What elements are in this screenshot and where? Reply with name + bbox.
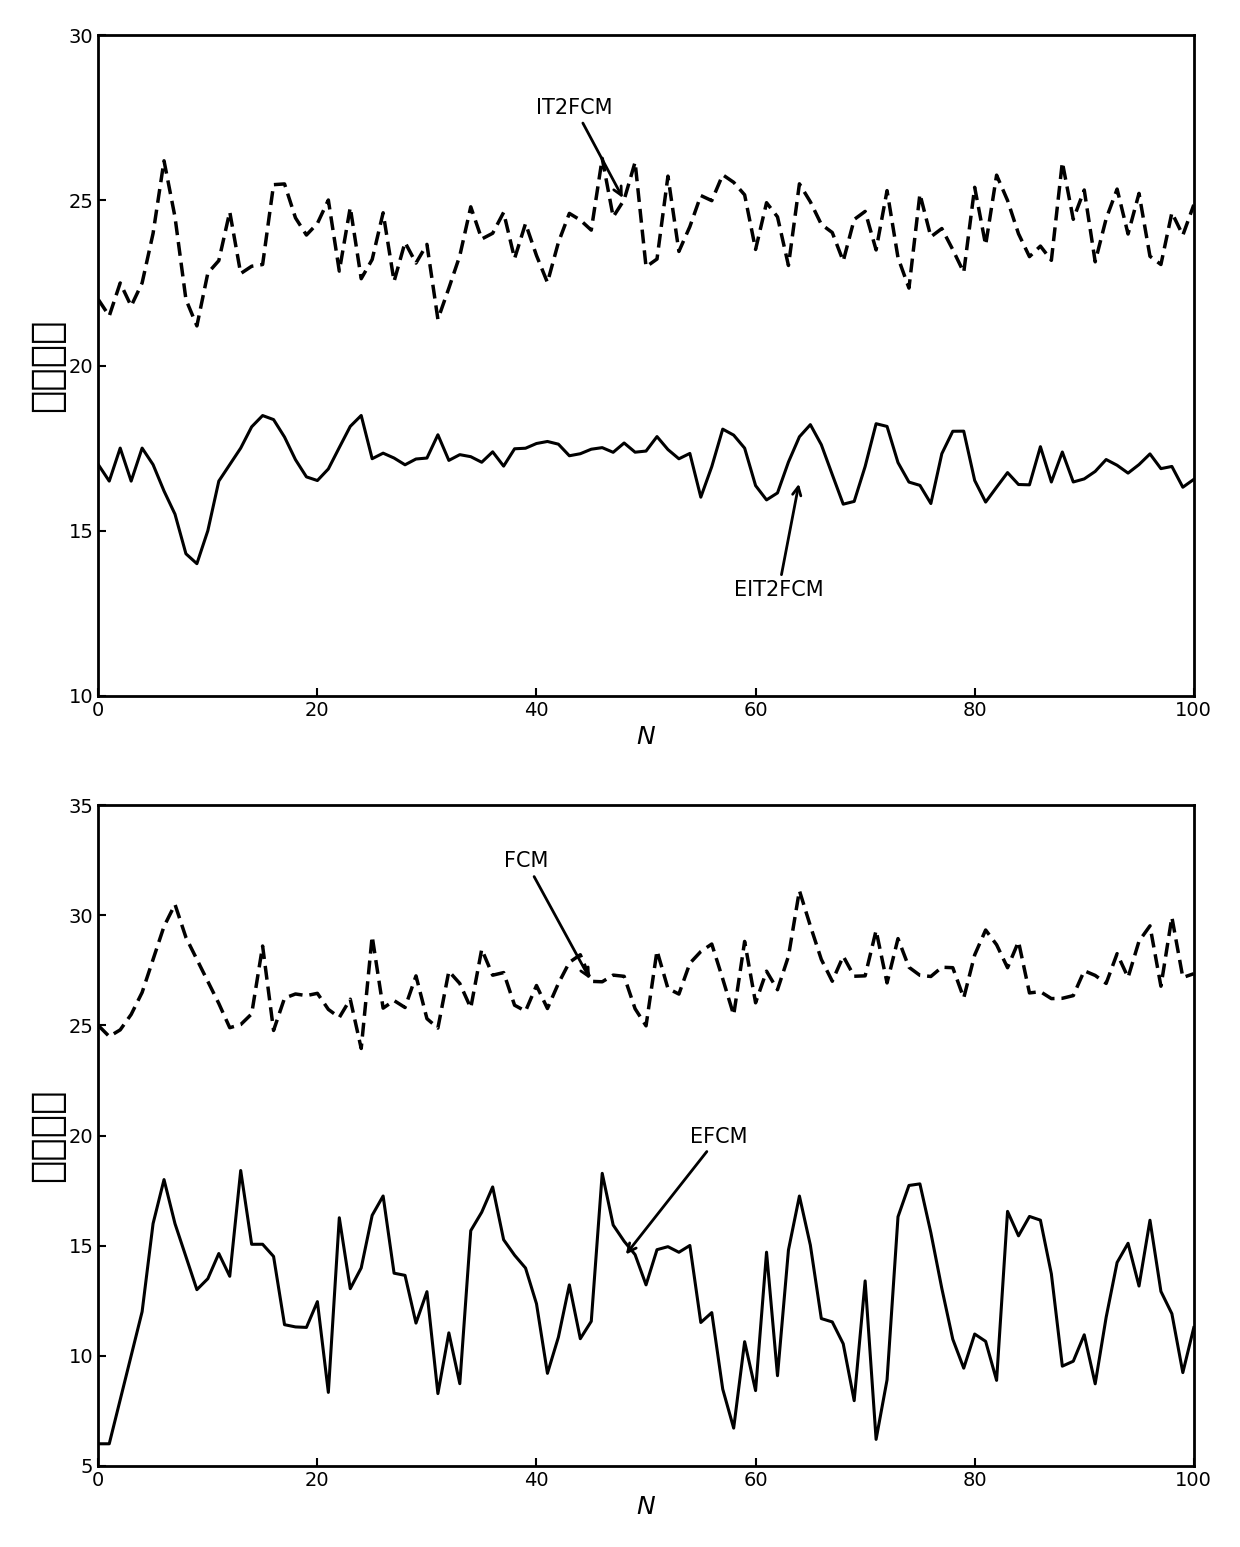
X-axis label: N: N xyxy=(636,726,656,749)
Text: EIT2FCM: EIT2FCM xyxy=(734,487,823,600)
Text: IT2FCM: IT2FCM xyxy=(537,97,621,195)
X-axis label: N: N xyxy=(636,1496,656,1519)
Text: FCM: FCM xyxy=(503,851,589,976)
Text: EFCM: EFCM xyxy=(627,1126,748,1252)
Y-axis label: 迭代次数: 迭代次数 xyxy=(27,319,66,413)
Y-axis label: 迭代次数: 迭代次数 xyxy=(27,1089,66,1182)
